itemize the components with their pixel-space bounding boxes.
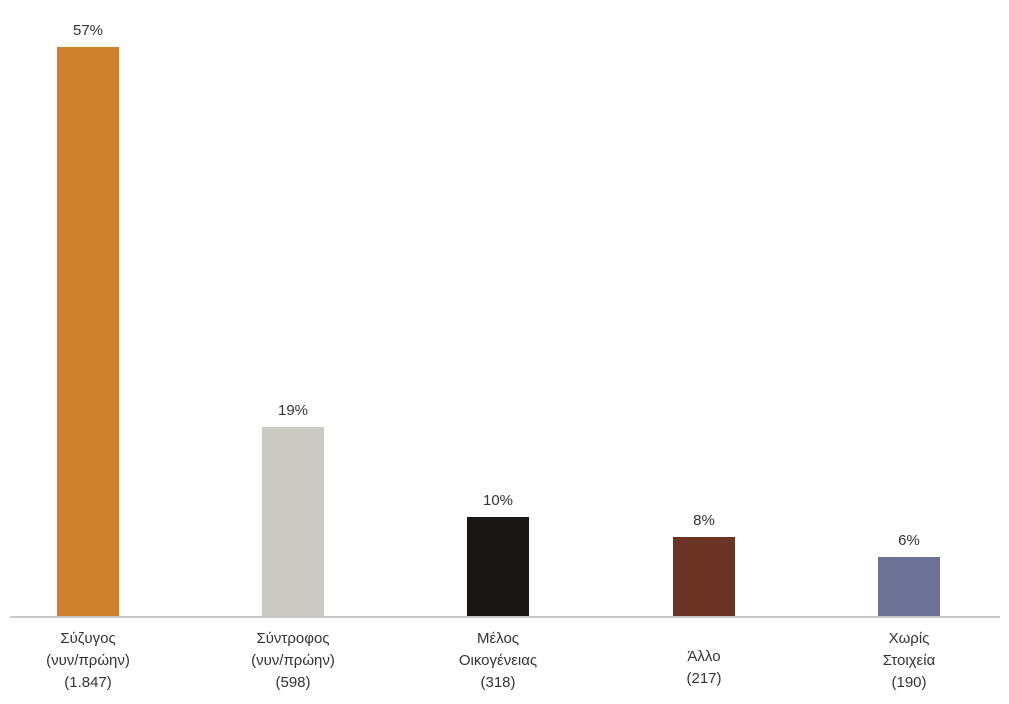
data-label-5: 6% xyxy=(898,532,920,549)
labels-layer: 57% Σύζυγος (νυν/πρώην) (1.847) 19% Σύντροφος… xyxy=(46,22,935,691)
category-label-4-line-1: Άλλο xyxy=(687,648,720,665)
category-label-1-line-2: (νυν/πρώην) xyxy=(46,652,130,669)
category-label-1-line-1: Σύζυγος xyxy=(60,630,115,647)
data-label-4: 8% xyxy=(693,512,715,529)
bar-3 xyxy=(467,517,529,617)
category-label-5-line-1: Χωρίς xyxy=(889,630,930,647)
category-label-3-line-2: Οικογένειας xyxy=(459,652,537,669)
category-label-1-line-3: (1.847) xyxy=(64,674,112,691)
data-label-3: 10% xyxy=(483,492,513,509)
category-label-3-line-1: Μέλος xyxy=(477,630,519,647)
bar-5 xyxy=(878,557,940,617)
data-label-2: 19% xyxy=(278,402,308,419)
category-label-2-line-2: (νυν/πρώην) xyxy=(251,652,335,669)
category-label-2-line-3: (598) xyxy=(275,674,310,691)
category-label-4-line-2: (217) xyxy=(686,670,721,687)
category-label-5-line-2: Στοιχεία xyxy=(883,652,936,669)
bars-layer xyxy=(57,47,940,617)
bar-2 xyxy=(262,427,324,617)
data-label-1: 57% xyxy=(73,22,103,39)
category-label-2-line-1: Σύντροφος xyxy=(256,630,329,647)
bar-4 xyxy=(673,537,735,617)
category-label-3-line-3: (318) xyxy=(480,674,515,691)
bar-1 xyxy=(57,47,119,617)
category-label-5-line-3: (190) xyxy=(891,674,926,691)
